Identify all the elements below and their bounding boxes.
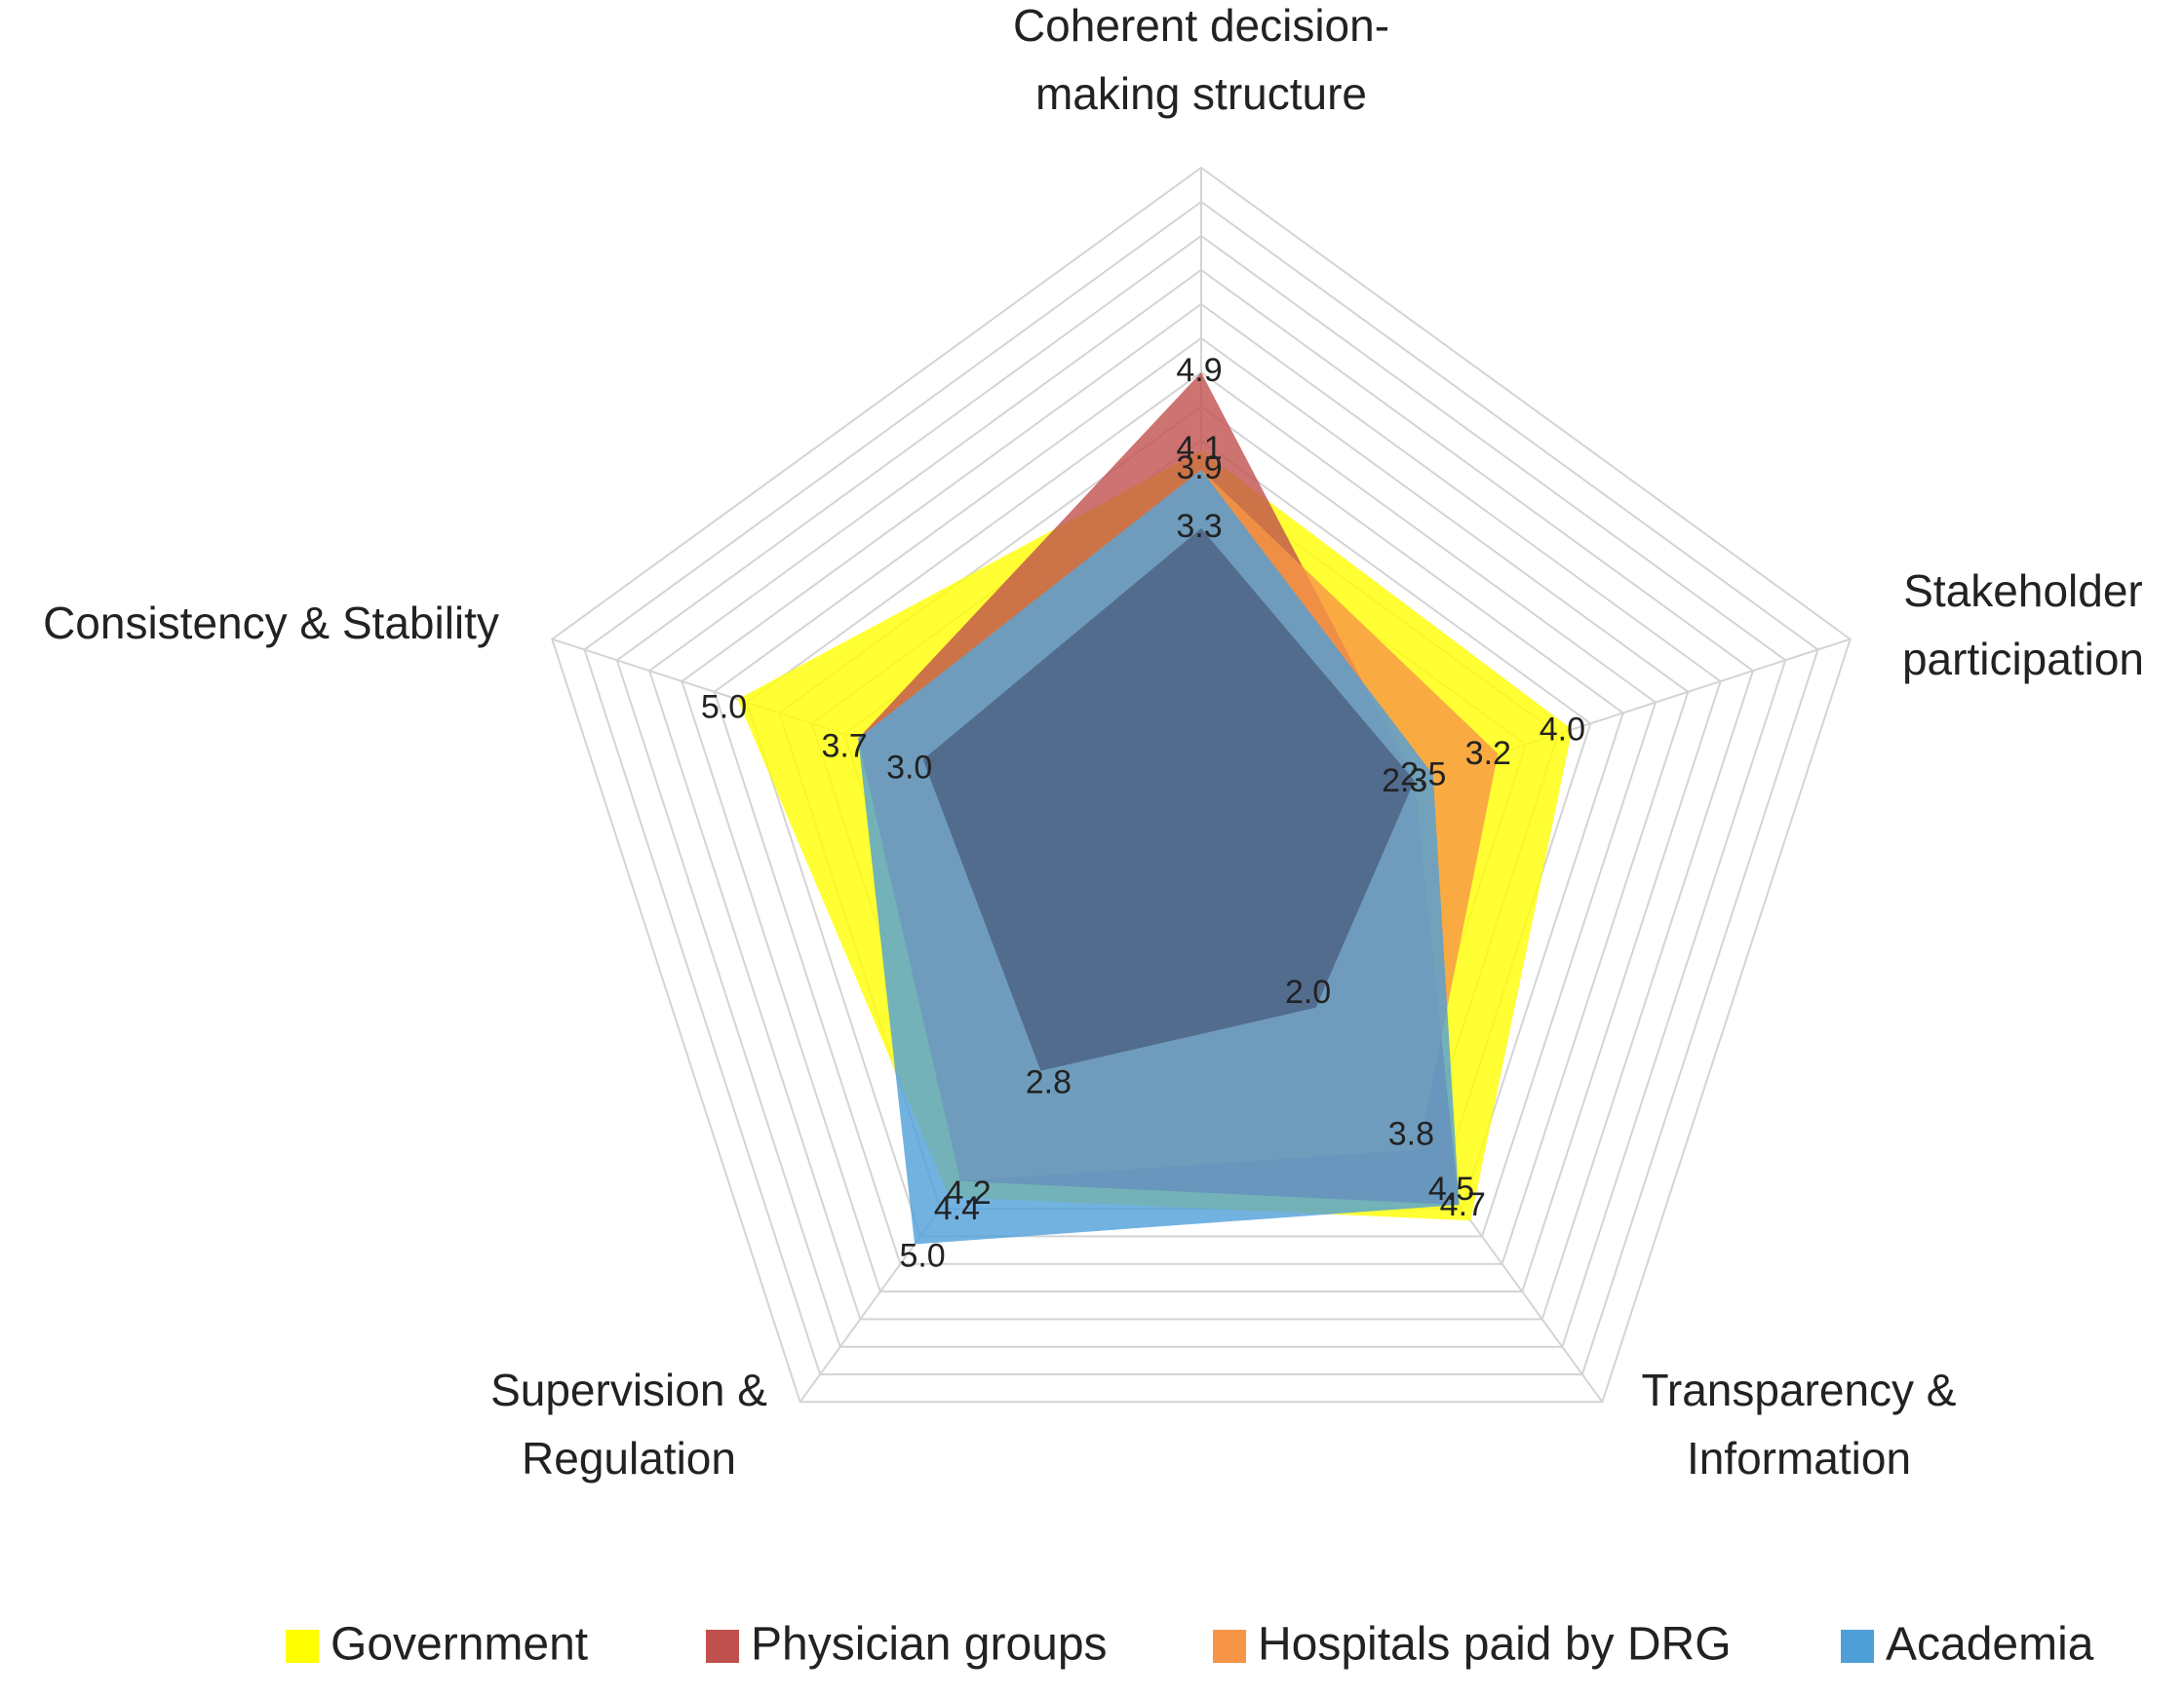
- legend-label: Academia: [1886, 1619, 2094, 1671]
- axis-label: Stakeholder: [1903, 565, 2143, 616]
- data-label: 3.9: [1176, 449, 1222, 486]
- legend: Government Physician groups Hospitals paid…: [286, 1619, 2094, 1671]
- radar-series: [737, 372, 1573, 1245]
- grid-ring: [681, 302, 1722, 1292]
- legend-label: Physician groups: [751, 1619, 1108, 1671]
- series-overlay: [922, 528, 1415, 1071]
- axis-label: Coherent decision-: [1013, 0, 1389, 51]
- data-label: 2.3: [1382, 762, 1427, 799]
- data-label: 5.0: [701, 688, 747, 725]
- data-label: 5.0: [899, 1237, 945, 1274]
- data-label: 2.0: [1285, 974, 1331, 1011]
- data-label: 4.2: [945, 1175, 991, 1212]
- data-label: 4.9: [1176, 352, 1222, 389]
- grid-ring: [583, 200, 1819, 1375]
- data-label: 4.5: [1428, 1171, 1474, 1208]
- data-label: 4.7: [1440, 1186, 1486, 1223]
- data-label: 3.3: [1176, 508, 1222, 545]
- data-label: 3.2: [1465, 735, 1511, 772]
- data-label: 4.4: [934, 1190, 980, 1227]
- legend-swatch: [1213, 1630, 1246, 1663]
- grid-ring: [745, 370, 1658, 1238]
- grid-ring: [713, 336, 1690, 1265]
- axis-labels: Coherent decision-making structure Stakeh…: [43, 0, 2144, 1484]
- axis-label: Information: [1687, 1433, 1911, 1484]
- axis-label: Supervision &: [490, 1365, 767, 1415]
- data-labels: 4.94.13.93.34.03.22.52.34.74.53.82.05.04…: [701, 352, 1585, 1275]
- data-label: 4.1: [1176, 430, 1222, 467]
- legend-swatch: [706, 1630, 739, 1663]
- data-label: 3.0: [886, 749, 932, 786]
- data-label: 3.8: [1388, 1115, 1434, 1152]
- axis-label: Transparency &: [1642, 1365, 1957, 1415]
- axis-label: Consistency & Stability: [43, 598, 499, 648]
- grid-ring: [551, 166, 1852, 1404]
- grid-ring: [615, 234, 1787, 1348]
- grid-ring: [647, 268, 1755, 1321]
- data-label: 2.5: [1400, 756, 1446, 793]
- legend-swatch: [1841, 1630, 1874, 1663]
- axis-label: making structure: [1035, 68, 1367, 119]
- legend-label: Government: [331, 1619, 588, 1671]
- data-label: 3.7: [821, 728, 867, 765]
- data-label: 4.0: [1540, 711, 1585, 748]
- data-label: 2.8: [1026, 1063, 1072, 1100]
- axis-label: participation: [1902, 634, 2144, 684]
- legend-swatch: [286, 1630, 319, 1663]
- axis-label: Regulation: [522, 1433, 736, 1484]
- legend-label: Hospitals paid by DRG: [1258, 1619, 1732, 1671]
